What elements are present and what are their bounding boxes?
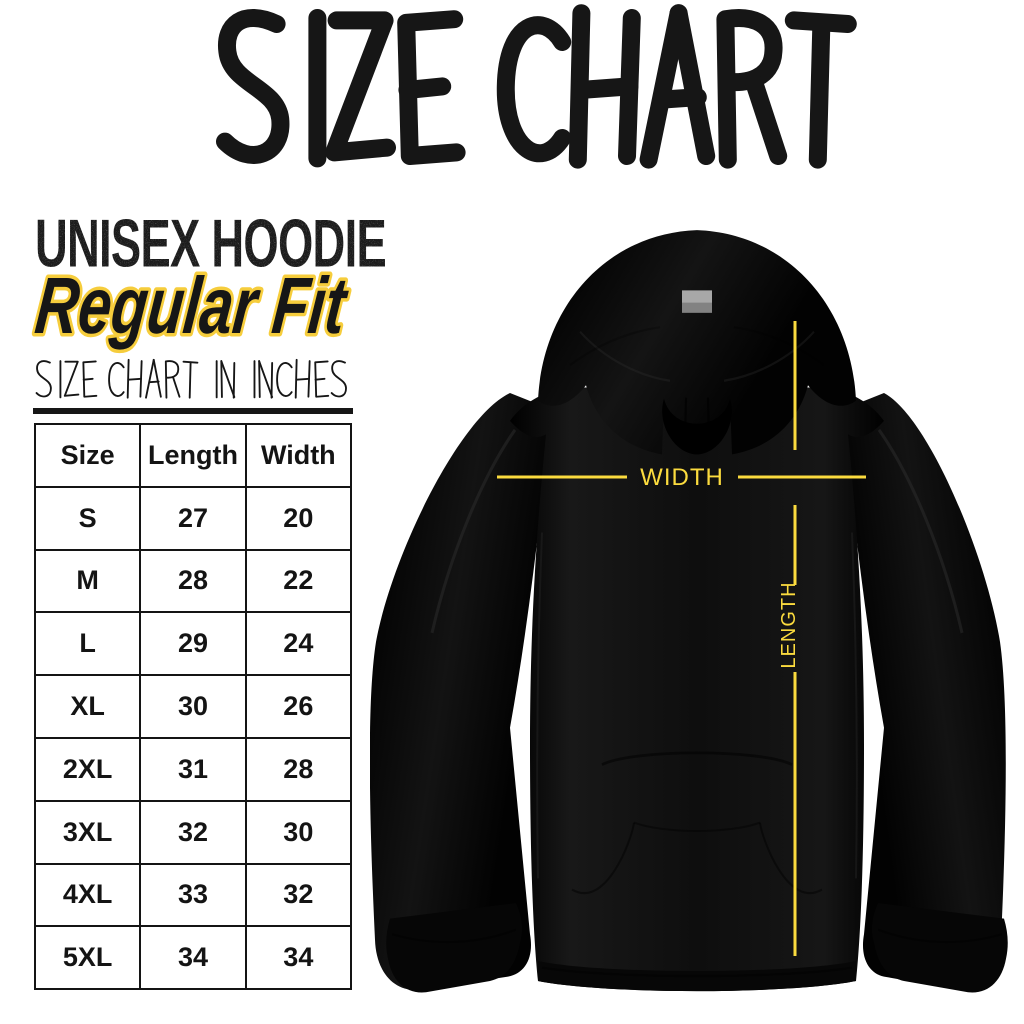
svg-text:WIDTH: WIDTH bbox=[640, 464, 724, 491]
svg-text:LENGTH: LENGTH bbox=[778, 581, 800, 668]
